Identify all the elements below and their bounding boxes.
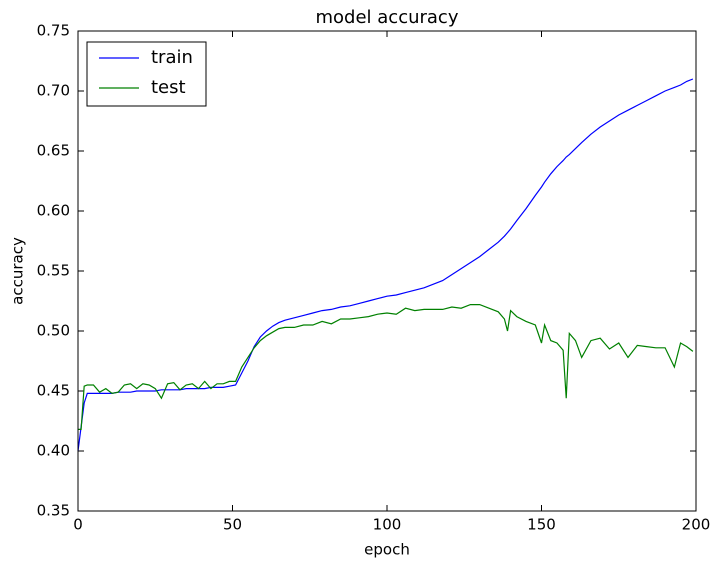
y-tick-label: 0.60 — [37, 202, 70, 220]
y-tick-label: 0.55 — [37, 262, 70, 280]
y-tick-label: 0.40 — [37, 442, 70, 460]
plot-frame — [77, 30, 697, 512]
legend-label: train — [151, 47, 193, 68]
y-tick-label: 0.50 — [37, 322, 70, 340]
legend-box — [86, 41, 207, 107]
x-axis-label: epoch — [364, 541, 410, 559]
y-tick-label: 0.70 — [37, 82, 70, 100]
series-line — [78, 304, 694, 430]
legend-label: test — [151, 77, 186, 98]
y-tick-label: 0.35 — [37, 502, 70, 520]
x-tick-label: 200 — [682, 516, 711, 534]
y-tick-label: 0.45 — [37, 382, 70, 400]
x-tick-label: 0 — [73, 516, 83, 534]
y-axis-label: accuracy — [9, 237, 27, 305]
chart-title: model accuracy — [316, 7, 459, 28]
y-tick-label: 0.75 — [37, 22, 70, 40]
y-tick-label: 0.65 — [37, 142, 70, 160]
series-line — [77, 78, 694, 452]
x-tick-label: 150 — [527, 516, 556, 534]
x-tick-label: 50 — [223, 516, 242, 534]
x-tick-label: 100 — [373, 516, 402, 534]
